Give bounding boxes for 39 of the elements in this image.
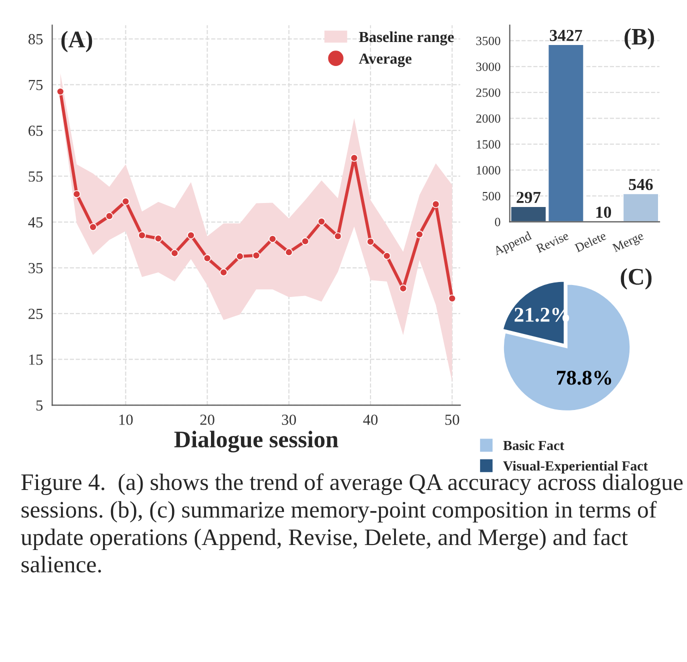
y-tick-label: 15: [29, 354, 43, 365]
chart-title: (A): [61, 30, 92, 52]
data-label: 10: [596, 206, 612, 218]
x-tick-label: 20: [200, 414, 214, 425]
x-tick-label: 40: [363, 414, 378, 425]
x-tick-label: 30: [282, 414, 296, 425]
x-tick-label: Delete: [574, 230, 607, 252]
y-tick-label: 55: [28, 172, 43, 182]
data-label: 546: [628, 178, 653, 190]
caption: Figure 4. (a) shows the trend of average QA accuracy across dialogue sessions. (b), (c) summarize memory-point composition in terms of update operations (Append, Revise, Delete, and Merge) and fact salience.: [20, 473, 683, 573]
y-tick-label: 35: [28, 262, 43, 274]
data-label: 78.8%: [556, 370, 612, 385]
data-label: 3427: [550, 30, 582, 42]
x-axis-title: Dialogue session: [174, 430, 338, 452]
y-tick-label: 65: [28, 126, 43, 136]
y-tick-label: 1000: [476, 166, 500, 174]
x-tick-label: Revise: [536, 231, 570, 253]
y-tick-label: 25: [28, 308, 43, 320]
x-tick-label: 50: [445, 414, 460, 425]
y-tick-label: 2500: [476, 88, 500, 97]
legend-label: Baseline range: [358, 31, 454, 46]
y-tick-label: 45: [28, 217, 43, 228]
y-tick-label: 5: [36, 400, 43, 411]
y-tick-label: 0: [494, 218, 500, 226]
y-tick-label: 75: [28, 80, 43, 90]
y-tick-label: 2000: [476, 114, 500, 123]
data-label: 297: [516, 192, 541, 204]
x-tick-label: 10: [119, 414, 133, 425]
y-tick-label: 3500: [476, 36, 500, 46]
chart-title: (B): [624, 28, 654, 50]
y-tick-label: 3000: [476, 62, 500, 72]
x-tick-label: Merge: [612, 231, 646, 255]
y-tick-label: 500: [482, 192, 500, 200]
legend-label: Visual-Experiential Fact: [503, 460, 648, 474]
y-tick-label: 85: [28, 34, 43, 44]
y-tick-label: 1500: [476, 140, 500, 149]
legend-label: Average: [358, 54, 412, 68]
legend-label: Basic Fact: [503, 440, 564, 450]
chart-title: (C): [620, 268, 652, 290]
